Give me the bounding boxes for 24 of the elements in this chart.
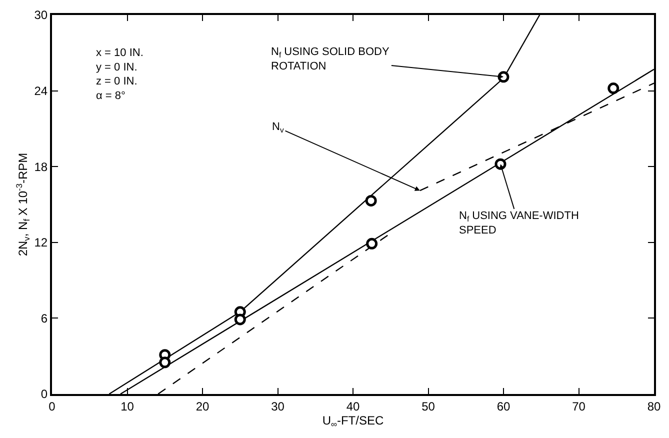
y-tick-label: 12	[34, 236, 48, 250]
y-tick-label: 18	[34, 160, 48, 174]
x-tick-label: 50	[422, 399, 436, 414]
annotation: N$_{f}$ USING SOLID BODY ROTATION	[271, 46, 390, 72]
point	[366, 238, 378, 250]
x-tick-label: 40	[346, 399, 360, 414]
x-tick-label: 30	[271, 399, 285, 414]
x-tick-label: 20	[196, 399, 210, 414]
annotation: x = 10 IN. y = 0 IN. z = 0 IN. α = 8°	[96, 47, 144, 102]
y-tick-label: 0	[40, 387, 48, 402]
point	[365, 194, 377, 206]
x-axis-title: U$_{∞}$-FT/SEC	[322, 413, 384, 429]
x-tick-label: 80	[647, 399, 661, 414]
y-tick-label: 30	[34, 8, 48, 22]
x-tick-label: 60	[496, 399, 510, 414]
point	[234, 314, 246, 326]
point	[159, 356, 171, 368]
x-tick-label: 10	[120, 399, 134, 414]
y-tick-label: 24	[34, 84, 48, 98]
y-tick-label: 6	[40, 311, 48, 326]
x-tick-label: 70	[572, 399, 586, 414]
annotation: N$_{v}$	[272, 121, 284, 134]
annotation: N$_{f}$ USING VANE-WIDTH SPEED	[459, 210, 579, 236]
point	[608, 82, 620, 94]
